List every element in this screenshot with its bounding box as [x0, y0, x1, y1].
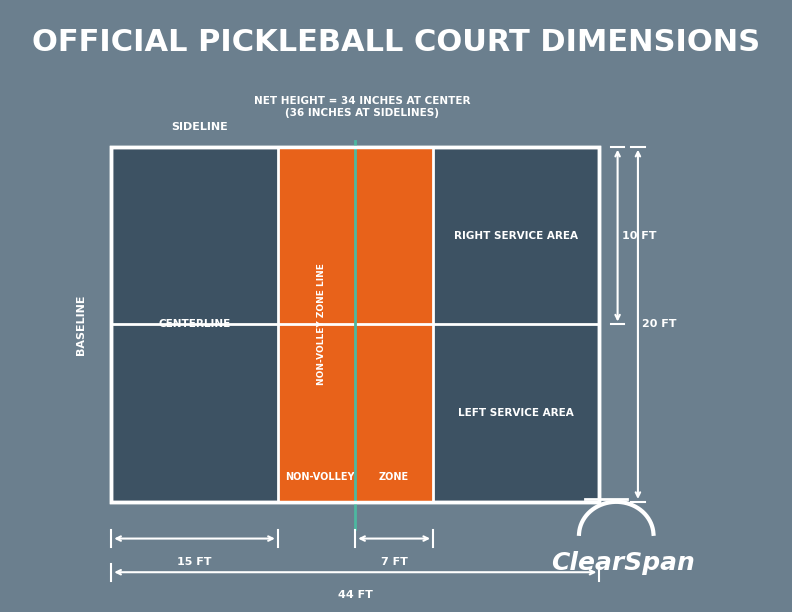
Text: LEFT SERVICE AREA: LEFT SERVICE AREA — [459, 408, 574, 418]
Text: 20 FT: 20 FT — [642, 319, 677, 329]
Text: CENTERLINE: CENTERLINE — [158, 319, 230, 329]
Text: SIDELINE: SIDELINE — [171, 122, 228, 132]
Text: (36 INCHES AT SIDELINES): (36 INCHES AT SIDELINES) — [285, 108, 439, 118]
Text: NET HEIGHT = 34 INCHES AT CENTER: NET HEIGHT = 34 INCHES AT CENTER — [254, 96, 470, 106]
Text: NON-VOLLEY: NON-VOLLEY — [285, 472, 355, 482]
Text: OFFICIAL PICKLEBALL COURT DIMENSIONS: OFFICIAL PICKLEBALL COURT DIMENSIONS — [32, 28, 760, 58]
Text: 10 FT: 10 FT — [622, 231, 657, 241]
Text: 15 FT: 15 FT — [177, 557, 211, 567]
Bar — [112, 147, 600, 502]
Text: NON-VOLLEY ZONE LINE: NON-VOLLEY ZONE LINE — [317, 263, 326, 386]
Bar — [278, 147, 433, 502]
Text: 7 FT: 7 FT — [381, 557, 408, 567]
Text: BASELINE: BASELINE — [76, 294, 86, 354]
Text: ZONE: ZONE — [379, 472, 409, 482]
Text: RIGHT SERVICE AREA: RIGHT SERVICE AREA — [454, 231, 578, 241]
Bar — [112, 147, 600, 502]
Text: 44 FT: 44 FT — [338, 591, 373, 600]
Text: ClearSpan: ClearSpan — [551, 551, 695, 575]
